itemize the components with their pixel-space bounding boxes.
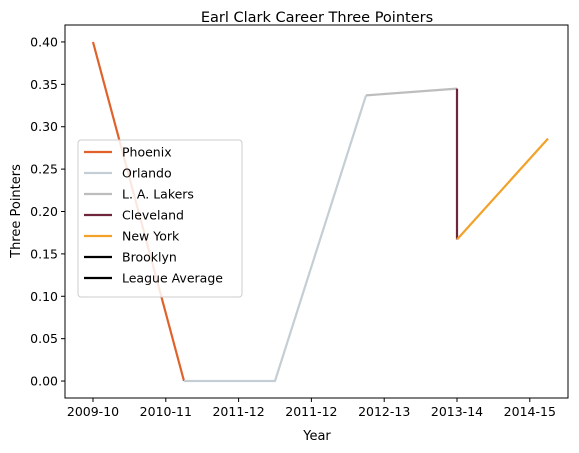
series-line-4: [456, 137, 549, 241]
y-tick-label: 0.20: [30, 204, 58, 219]
legend-entry: Brooklyn: [122, 250, 177, 265]
y-tick-label: 0.25: [30, 162, 58, 177]
y-tick-label: 0.35: [30, 77, 58, 92]
y-tick-label: 0.15: [30, 246, 58, 261]
series-line-1: [184, 95, 368, 383]
legend-entry: Orlando: [122, 166, 172, 181]
x-axis: 2009-10 2010-11 2011-12 2011-12 2012-13 2013-…: [67, 398, 556, 419]
y-axis-label: Three Pointers: [9, 164, 24, 259]
legend-entry: New York: [122, 229, 180, 244]
x-tick-label: 2009-10: [67, 404, 119, 419]
legend-entry: L. A. Lakers: [122, 187, 194, 202]
x-tick-label: 2011-12: [285, 404, 337, 419]
x-tick-label: 2014-15: [504, 404, 556, 419]
y-tick-label: 0.10: [30, 289, 58, 304]
legend-entry: Phoenix: [122, 145, 172, 160]
x-tick-label: 2011-12: [212, 404, 264, 419]
y-tick-label: 0.30: [30, 119, 58, 134]
chart-title: Earl Clark Career Three Pointers: [201, 10, 433, 26]
legend-box: [77, 139, 243, 298]
x-tick-label: 2010-11: [140, 404, 192, 419]
x-tick-label: 2013-14: [431, 404, 483, 419]
x-axis-label: Year: [302, 429, 331, 444]
y-tick-label: 0.05: [30, 331, 58, 346]
legend-entry: Cleveland: [122, 208, 184, 223]
series-line-2: [365, 87, 458, 97]
y-tick-label: 0.00: [30, 374, 58, 389]
legend-entry: League Average: [122, 271, 223, 286]
y-axis: 0.00 0.05 0.10 0.15 0.20 0.25 0.30 0.35 0.40: [30, 34, 65, 389]
y-tick-label: 0.40: [30, 34, 58, 49]
x-tick-label: 2012-13: [358, 404, 410, 419]
legend: Phoenix Orlando L. A. Lakers Cleveland New Y…: [77, 139, 243, 298]
